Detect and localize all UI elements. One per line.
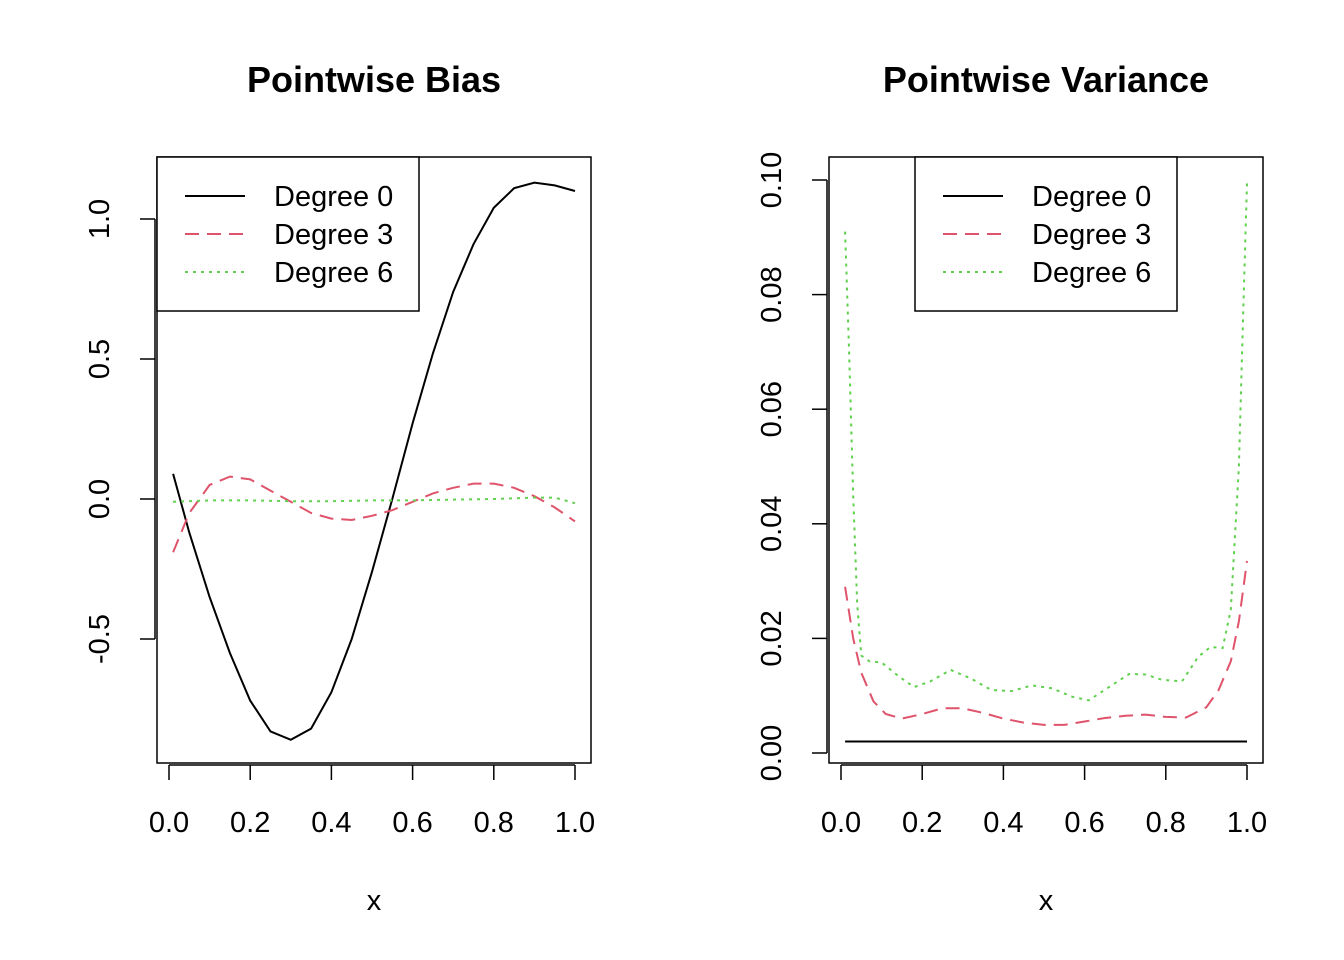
bias-series-line-degree-0 xyxy=(172,181,576,741)
variance-x-axis-label: x xyxy=(1039,885,1054,917)
bias-y-tick-label: 0.0 xyxy=(84,479,116,519)
bias-x-tick-label: 0.8 xyxy=(474,807,514,839)
variance-series-line-degree-6 xyxy=(844,182,1248,702)
bias-series-line-degree-6 xyxy=(173,496,576,505)
bias-y-tick-label: 0.5 xyxy=(84,339,116,379)
bias-x-tick-label: 0.6 xyxy=(392,807,432,839)
bias-legend-box xyxy=(156,156,420,312)
bias-x-tick-label: 0.0 xyxy=(149,807,189,839)
variance-y-tick-label: 0.08 xyxy=(756,266,788,322)
bias-y-tick-label: -0.5 xyxy=(84,614,116,664)
bias-y-tick-label: 1.0 xyxy=(84,199,116,239)
bias-x-tick-label: 0.4 xyxy=(311,807,351,839)
variance-legend-box xyxy=(914,156,1178,312)
bias-legend-label: Degree 3 xyxy=(274,219,393,251)
variance-y-tick-label: 0.04 xyxy=(756,496,788,552)
bias-series-line-degree-3 xyxy=(172,475,576,553)
variance-series-line-degree-3 xyxy=(844,560,1248,726)
bias-legend-label: Degree 0 xyxy=(274,181,393,213)
variance-y-tick-label: 0.02 xyxy=(756,610,788,666)
bias-x-axis-label: x xyxy=(367,885,382,917)
variance-chart-title: Pointwise Variance xyxy=(883,59,1209,100)
variance-x-tick-label: 0.2 xyxy=(902,807,942,839)
bias-legend-label: Degree 6 xyxy=(274,257,393,289)
variance-legend-label: Degree 6 xyxy=(1032,257,1151,289)
variance-y-tick-label: 0.00 xyxy=(756,725,788,781)
variance-legend-label: Degree 3 xyxy=(1032,219,1151,251)
variance-x-tick-label: 0.4 xyxy=(983,807,1023,839)
variance-x-tick-label: 1.0 xyxy=(1227,807,1267,839)
variance-x-tick-label: 0.0 xyxy=(821,807,861,839)
variance-panel: Pointwise Variance x 0.0 0.2 0.4 0.6 0.8 1.0 0… xyxy=(756,59,1267,917)
variance-y-tick-label: 0.06 xyxy=(756,381,788,437)
bias-x-tick-label: 0.2 xyxy=(230,807,270,839)
variance-y-tick-label: 0.10 xyxy=(756,152,788,208)
variance-x-tick-label: 0.8 xyxy=(1146,807,1186,839)
bias-panel: Pointwise Bias x 0.0 0.2 0.4 0.6 0.8 1.0 -0.5 0… xyxy=(84,59,595,917)
variance-legend-label: Degree 0 xyxy=(1032,181,1151,213)
bias-chart-title: Pointwise Bias xyxy=(247,59,501,100)
bias-x-tick-label: 1.0 xyxy=(555,807,595,839)
variance-x-tick-label: 0.6 xyxy=(1064,807,1104,839)
